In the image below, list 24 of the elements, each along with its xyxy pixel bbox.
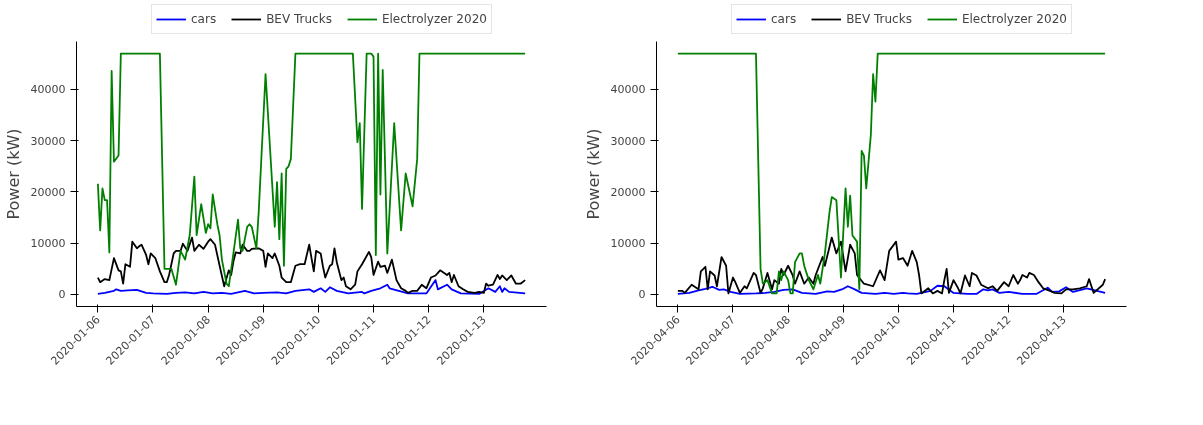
line-series [676, 236, 1107, 295]
legend-label: cars [191, 12, 217, 26]
legend-label: Electrolyzer 2020 [961, 12, 1067, 26]
y-tick-label: 20000 [30, 185, 66, 199]
y-axis-title: Power (kW) [3, 128, 23, 220]
y-tick-label: 40000 [30, 83, 66, 97]
line-series [96, 279, 527, 295]
legend-label: BEV Trucks [266, 12, 332, 26]
y-tick-label: 0 [58, 288, 66, 302]
legend-label: BEV Trucks [846, 12, 912, 26]
legend-label: Electrolyzer 2020 [381, 12, 487, 26]
y-tick-label: 0 [638, 288, 646, 302]
y-axis-title: Power (kW) [583, 128, 603, 220]
line-series [676, 52, 1107, 295]
line-series [676, 284, 1107, 295]
line-series [96, 236, 527, 294]
y-tick-label: 20000 [610, 185, 646, 199]
line-series [96, 52, 527, 288]
legend-label: cars [771, 12, 797, 26]
y-tick-label: 10000 [610, 237, 646, 251]
y-tick-label: 10000 [30, 237, 66, 251]
y-tick-label: 40000 [610, 83, 646, 97]
y-tick-label: 30000 [30, 134, 66, 148]
y-tick-label: 30000 [610, 134, 646, 148]
